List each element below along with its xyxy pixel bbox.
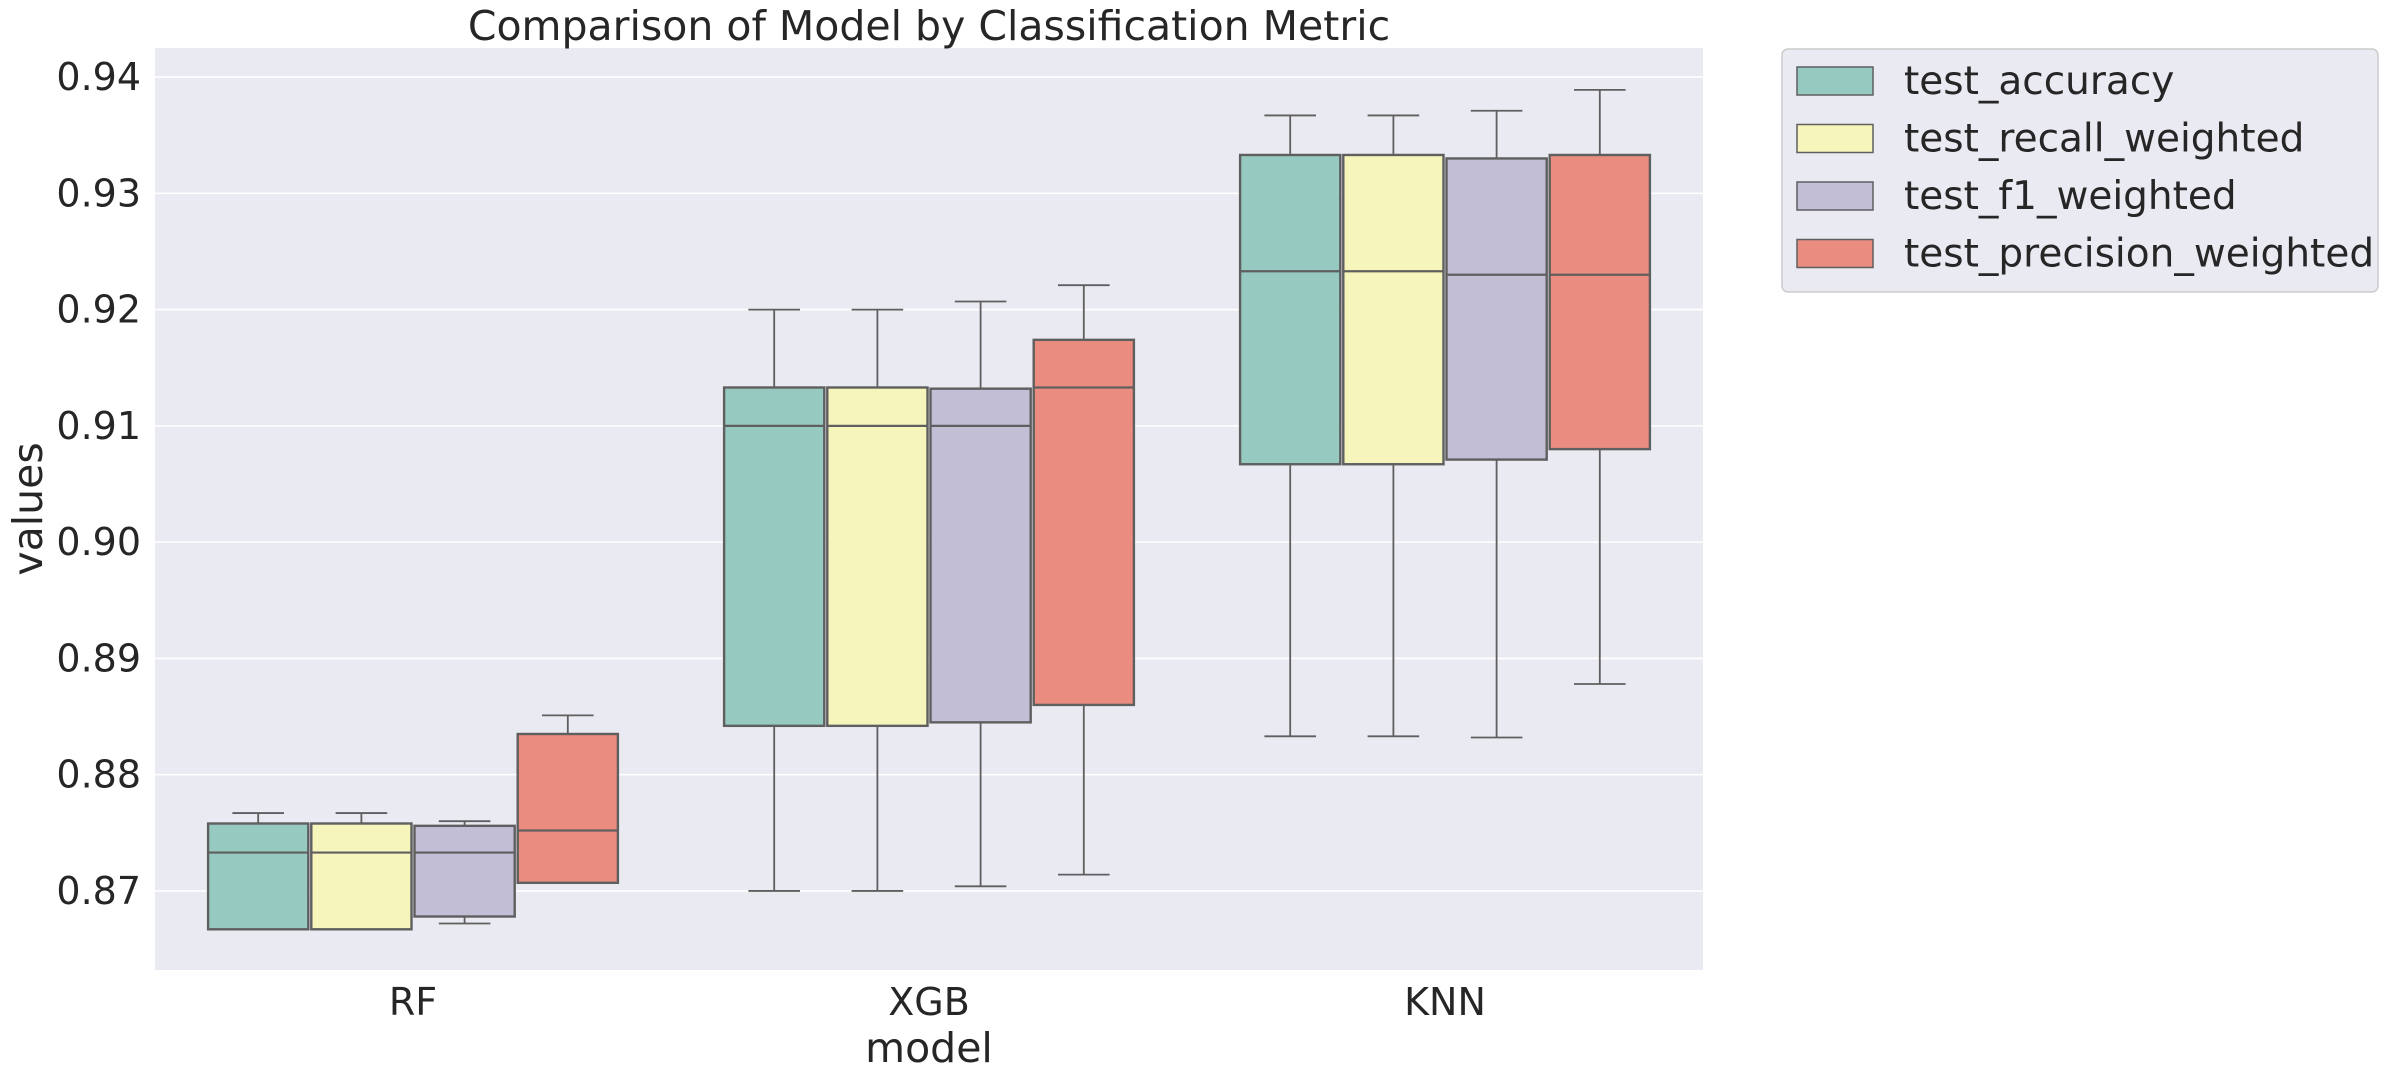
iqr-box [722, 386, 826, 728]
y-tick-label: 0.94 [56, 55, 141, 99]
legend-swatch [1796, 123, 1874, 154]
box-rf-test-accuracy [206, 812, 310, 931]
iqr-box [826, 386, 929, 728]
x-tick-label: RF [389, 980, 437, 1024]
box-rf-test-precision-weighted [516, 714, 620, 884]
iqr-box [413, 824, 516, 918]
legend-entries: test_accuracy test_recall_weighted test_f1… [1796, 59, 2374, 277]
y-tick-label: 0.93 [56, 171, 141, 215]
box-knn-test-recall-weighted [1342, 114, 1445, 738]
box-xgb-test-accuracy [722, 308, 826, 892]
y-tick-label: 0.88 [56, 753, 141, 797]
iqr-box [310, 822, 413, 931]
box-series [206, 88, 1652, 931]
legend-item-test-accuracy: test_accuracy [1796, 59, 2174, 104]
legend-label: test_recall_weighted [1904, 117, 2304, 162]
legend-item-test-recall-weighted: test_recall_weighted [1796, 117, 2304, 162]
box-knn-test-accuracy [1238, 114, 1342, 738]
iqr-box [1032, 338, 1136, 707]
plot-area [155, 48, 1703, 970]
box-knn-test-precision-weighted [1548, 88, 1652, 685]
legend-frame [1781, 48, 2379, 293]
box-xgb-test-recall-weighted [826, 308, 929, 892]
iqr-box [1238, 153, 1342, 466]
iqr-box [516, 732, 620, 884]
x-tick-label: XGB [888, 980, 970, 1024]
legend: test_accuracy test_recall_weighted test_f1… [1781, 48, 2379, 293]
iqr-box [1342, 153, 1445, 466]
x-tick-labels: RF XGB KNN [389, 980, 1486, 1024]
legend-swatch [1796, 181, 1874, 211]
box-xgb-test-precision-weighted [1032, 284, 1136, 876]
box-xgb-test-f1-weighted [929, 300, 1032, 888]
x-axis-label: model [865, 1024, 993, 1072]
x-tick-label: KNN [1404, 980, 1486, 1024]
legend-item-test-f1-weighted: test_f1_weighted [1796, 174, 2237, 219]
legend-label: test_precision_weighted [1904, 232, 2374, 277]
iqr-box [1445, 157, 1548, 461]
chart-title: Comparison of Model by Classification Me… [468, 2, 1390, 50]
legend-item-test-precision-weighted: test_precision_weighted [1796, 232, 2374, 277]
y-tick-label: 0.87 [56, 869, 141, 913]
y-tick-label: 0.89 [56, 636, 141, 680]
y-tick-labels: 0.87 0.88 0.89 0.90 0.91 0.92 0.93 0.94 [56, 55, 141, 913]
y-tick-label: 0.90 [56, 520, 141, 564]
iqr-box [206, 822, 310, 931]
iqr-box [929, 387, 1032, 724]
y-tick-label: 0.91 [56, 404, 141, 448]
legend-label: test_accuracy [1904, 59, 2174, 104]
iqr-box [1548, 153, 1652, 451]
y-axis-label: values [4, 442, 52, 575]
grid-lines [155, 76, 1703, 892]
legend-swatch [1796, 66, 1874, 96]
legend-swatch [1796, 238, 1874, 269]
y-tick-label: 0.92 [56, 288, 141, 332]
box-rf-test-recall-weighted [310, 812, 413, 931]
box-knn-test-f1-weighted [1445, 109, 1548, 739]
box-rf-test-f1-weighted [413, 820, 516, 925]
legend-label: test_f1_weighted [1904, 174, 2237, 219]
